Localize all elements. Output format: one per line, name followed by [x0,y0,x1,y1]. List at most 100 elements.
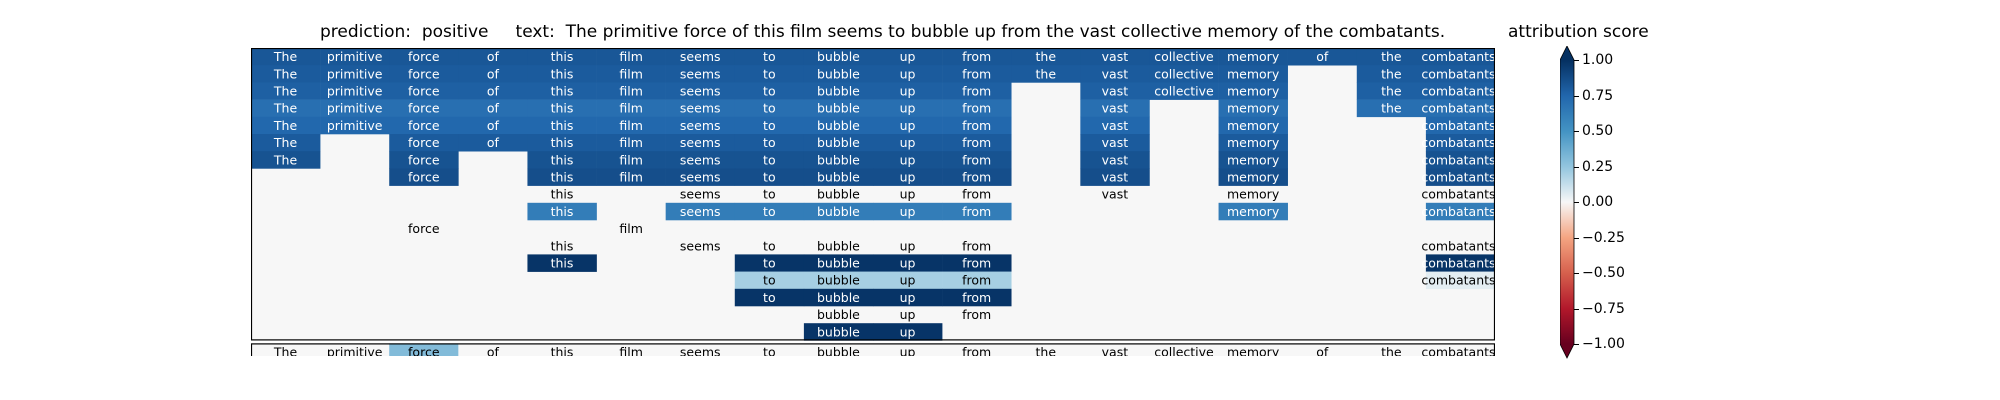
heatmap-cell [596,99,666,118]
cell-token-label: combatants. [1421,273,1495,288]
cell-token-label: from [962,118,991,133]
cell-token-label: combatants. [1421,152,1495,167]
heatmap-cell [320,82,390,100]
cell-token-label: up [900,118,916,133]
colorbar-tick-mark [1574,202,1579,203]
cell-token-label: from [962,204,991,219]
heatmap-cell [1080,99,1150,118]
heatmap-cell [596,65,666,83]
heatmap-cell [320,48,390,66]
cell-token-label: combatants. [1421,101,1495,116]
cell-token-label: force [408,66,440,81]
heatmap-cell [734,168,805,186]
cell-token-label: bubble [817,290,860,305]
cell-token-label: force [408,135,440,150]
heatmap-cell [1218,151,1288,169]
heatmap-cell [803,151,874,169]
heatmap-cell [873,288,943,307]
cell-token-label: this [551,84,574,99]
cell-token-label: seems [680,170,721,185]
cell-token-label: combatants. [1421,66,1495,81]
cell-token-label: bubble [817,307,860,322]
heatmap-cell [665,116,736,135]
cell-token-label: memory [1227,49,1280,64]
colorbar-label: attribution score [1508,22,1649,42]
colorbar-max-arrow [1560,46,1574,60]
heatmap-cell [527,48,597,66]
heatmap-row: this to bubble up from combatants. [527,254,1495,272]
heatmap-cell [389,65,459,83]
cell-token-label: up [900,238,916,253]
heatmap-cell [458,48,528,66]
cell-token-label: of [1316,49,1329,64]
heatmap-cell [803,99,874,118]
cell-token-label: bubble [817,204,860,219]
heatmap-cell [942,288,1012,307]
attribution-heatmap: The primitive force of this film seems to bubble… [251,48,1495,356]
cell-token-label: collective [1154,49,1214,64]
cell-token-label: seems [680,49,721,64]
heatmap-cell [665,134,736,152]
heatmap-row: The primitive force of this film seems to bubble… [251,48,1495,66]
cell-token-label: seems [680,187,721,202]
heatmap-cell [389,48,459,66]
heatmap-cell [1080,82,1150,100]
heatmap-cell [1011,65,1081,83]
cell-token-label: The [273,84,298,99]
heatmap-row: The primitive force of this film seems to bubble… [251,99,1495,118]
cell-token-label: vast [1102,49,1129,64]
cell-token-label: bubble [817,49,860,64]
cell-token-label: from [962,307,991,322]
cell-token-label: up [900,307,916,322]
heatmap-cell [873,254,943,272]
heatmap-cell [389,99,459,118]
colorbar-tick-label: 0.25 [1582,158,1614,175]
heatmap-cell [1149,48,1219,66]
cell-token-label: the [1036,66,1057,81]
cell-token-label: the [1381,84,1402,99]
cell-token-label: film [619,49,643,64]
cell-token-label: from [962,49,991,64]
cell-token-label: this [551,118,574,133]
heatmap-cell [873,99,943,118]
cell-token-label: combatants. [1421,170,1495,185]
cell-token-label: to [763,135,776,150]
token-label: of [487,345,500,357]
cell-token-label: of [487,49,500,64]
cell-token-label: to [763,290,776,305]
cell-token-label: of [487,118,500,133]
heatmap-cell [458,82,528,100]
cell-token-label: to [763,170,776,185]
heatmap-cell [1080,65,1150,83]
colorbar [1560,46,1575,359]
token-label: up [900,345,916,357]
cell-token-label: this [551,238,574,253]
heatmap-cell [320,99,390,118]
cell-token-label: up [900,84,916,99]
heatmap-cell [873,202,943,221]
cell-token-label: up [900,187,916,202]
cell-token-label: The [273,66,298,81]
cell-token-label: force [408,84,440,99]
heatmap-cell [1149,65,1219,83]
heatmap-cell [320,116,390,135]
heatmap-row: force this film seems to bubble up from vast memo… [389,168,1495,186]
cell-token-label: memory [1227,84,1280,99]
cell-token-label: this [551,66,574,81]
heatmap-cell [873,271,943,290]
cell-token-label: combatants. [1421,238,1495,253]
cell-token-label: to [763,238,776,253]
cell-token-label: film [619,152,643,167]
cell-token-label: the [1381,101,1402,116]
cell-token-label: memory [1227,204,1280,219]
heatmap-cell [389,82,459,100]
cell-token-label: film [619,221,643,236]
heatmap-cell [1080,134,1150,152]
heatmap-cell [527,202,597,221]
heatmap-cell [734,271,805,290]
cell-token-label: film [619,170,643,185]
cell-token-label: bubble [817,273,860,288]
cell-token-label: vast [1102,118,1129,133]
heatmap-cell [1425,168,1495,186]
heatmap-cell [665,168,736,186]
